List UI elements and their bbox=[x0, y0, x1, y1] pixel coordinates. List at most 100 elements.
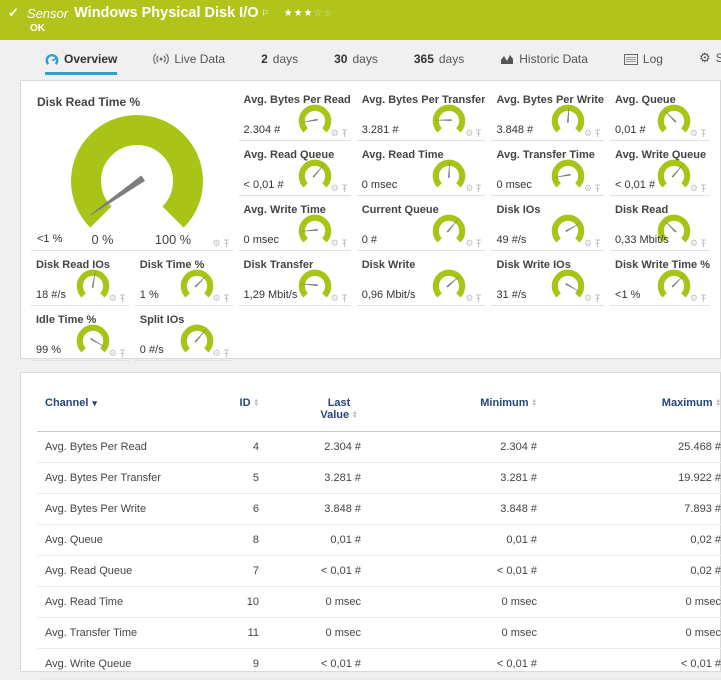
channel-gauge-tile[interactable]: Avg. Bytes Per Write 3.848 # ⚙ bbox=[491, 89, 605, 141]
channel-gauge-tile[interactable]: Disk IOs 49 #/s ⚙ bbox=[491, 199, 605, 251]
table-row[interactable]: Avg. Bytes Per Write 6 3.848 # 3.848 # 7… bbox=[37, 494, 721, 525]
channel-settings-icon[interactable]: ⚙ bbox=[583, 238, 593, 248]
pin-icon[interactable] bbox=[341, 129, 348, 138]
channel-gauge-tile[interactable]: Avg. Write Time 0 msec ⚙ bbox=[238, 199, 351, 251]
gauge-needle bbox=[447, 218, 459, 233]
pin-icon[interactable] bbox=[475, 294, 482, 303]
channel-gauge-tile[interactable]: Avg. Queue 0,01 # ⚙ bbox=[610, 89, 710, 141]
pin-icon[interactable] bbox=[700, 294, 707, 303]
pin-icon[interactable] bbox=[594, 129, 601, 138]
table-row[interactable]: Avg. Read Queue 7 < 0,01 # < 0,01 # 0,02… bbox=[37, 556, 721, 587]
channel-settings-icon[interactable]: ⚙ bbox=[212, 348, 221, 358]
channel-settings-icon[interactable]: ⚙ bbox=[212, 238, 221, 248]
channel-settings-icon[interactable]: ⚙ bbox=[689, 293, 698, 303]
pin-icon[interactable] bbox=[700, 239, 707, 248]
pin-icon[interactable] bbox=[119, 349, 126, 358]
column-header-id[interactable]: ID ▲ ▼ bbox=[239, 397, 259, 409]
gauge-needle bbox=[300, 228, 318, 232]
channel-settings-icon[interactable]: ⚙ bbox=[465, 238, 474, 248]
channel-gauge-tile[interactable]: Avg. Transfer Time 0 msec ⚙ bbox=[491, 144, 605, 196]
primary-gauge-tile[interactable]: Disk Read Time % 0 % 100 % <1 % ⚙ bbox=[31, 89, 233, 251]
pin-icon[interactable] bbox=[594, 239, 601, 248]
channel-settings-icon[interactable]: ⚙ bbox=[108, 348, 117, 358]
pin-icon[interactable] bbox=[594, 294, 601, 303]
pin-icon[interactable] bbox=[223, 349, 230, 358]
channel-gauge-tile[interactable]: Avg. Read Time 0 msec ⚙ bbox=[356, 144, 486, 196]
pin-icon[interactable] bbox=[341, 294, 348, 303]
sort-icon[interactable]: ▲ ▼ bbox=[253, 397, 259, 409]
gauge-value: 1 % bbox=[139, 289, 159, 301]
tab-30-days[interactable]: 30 days bbox=[334, 52, 378, 75]
tab-label: Historic Data bbox=[519, 52, 588, 66]
channel-settings-icon[interactable]: ⚙ bbox=[330, 183, 339, 193]
priority-stars[interactable]: ★★★☆☆ bbox=[283, 7, 334, 19]
channel-settings-icon[interactable]: ⚙ bbox=[689, 128, 698, 138]
column-header-last-value[interactable]: Last Value ▲ ▼ bbox=[320, 397, 358, 421]
channel-gauge-tile[interactable]: Disk Transfer 1,29 Mbit/s ⚙ bbox=[238, 254, 351, 306]
column-header-maximum[interactable]: Maximum ▲ ▼ bbox=[661, 397, 721, 409]
pin-icon[interactable] bbox=[475, 184, 482, 193]
table-row[interactable]: Avg. Write Queue 9 < 0,01 # < 0,01 # < 0… bbox=[37, 649, 721, 680]
channel-settings-icon[interactable]: ⚙ bbox=[465, 128, 474, 138]
tab-live-data[interactable]: Live Data bbox=[153, 52, 225, 75]
table-row[interactable]: Avg. Transfer Time 11 0 msec 0 msec 0 ms… bbox=[37, 618, 721, 649]
channel-settings-icon[interactable]: ⚙ bbox=[330, 293, 339, 303]
channel-gauge-tile[interactable]: Disk Write IOs 31 #/s ⚙ bbox=[491, 254, 605, 306]
tab-365-days[interactable]: 365 days bbox=[414, 52, 464, 75]
pin-icon[interactable] bbox=[223, 239, 230, 248]
pin-icon[interactable] bbox=[223, 294, 230, 303]
last-value-cell: < 0,01 # bbox=[320, 658, 361, 670]
channel-gauge-tile[interactable]: Disk Read IOs 18 #/s ⚙ bbox=[31, 254, 129, 306]
gauge-title: Avg. Bytes Per Write bbox=[496, 94, 605, 106]
pin-icon[interactable] bbox=[341, 184, 348, 193]
channel-settings-icon[interactable]: ⚙ bbox=[689, 183, 698, 193]
tab-log[interactable]: Log bbox=[623, 52, 663, 75]
tab-overview[interactable]: Overview bbox=[45, 52, 118, 75]
channel-settings-icon[interactable]: ⚙ bbox=[108, 293, 117, 303]
channel-settings-icon[interactable]: ⚙ bbox=[465, 293, 474, 303]
pin-icon[interactable] bbox=[594, 184, 601, 193]
tab-historic-data[interactable]: Historic Data bbox=[500, 52, 588, 75]
table-row[interactable]: Avg. Queue 8 0,01 # 0,01 # 0,02 # bbox=[37, 525, 721, 556]
pin-icon[interactable] bbox=[475, 129, 482, 138]
pin-icon[interactable] bbox=[119, 294, 126, 303]
channel-gauge-tile[interactable]: Idle Time % 99 % ⚙ bbox=[31, 309, 129, 361]
channel-gauge-tile[interactable]: Disk Read 0,33 Mbit/s ⚙ bbox=[610, 199, 710, 251]
channel-gauge-tile[interactable]: Disk Time % 1 % ⚙ bbox=[134, 254, 233, 306]
channel-gauge-tile[interactable]: Avg. Bytes Per Transfer 3.281 # ⚙ bbox=[356, 89, 486, 141]
channel-gauge-tile[interactable]: Avg. Read Queue < 0,01 # ⚙ bbox=[238, 144, 351, 196]
channel-gauge-tile[interactable]: Split IOs 0 #/s ⚙ bbox=[134, 309, 233, 361]
flag-icon[interactable]: ⚐ bbox=[261, 7, 270, 18]
gauge-title: Avg. Write Time bbox=[243, 204, 326, 216]
tab-settings[interactable]: ⚙ Settings bbox=[699, 50, 721, 75]
channel-settings-icon[interactable]: ⚙ bbox=[330, 128, 339, 138]
column-header-channel[interactable]: Channel ▾ bbox=[45, 397, 97, 409]
channel-settings-icon[interactable]: ⚙ bbox=[330, 238, 339, 248]
channel-settings-icon[interactable]: ⚙ bbox=[583, 183, 593, 193]
channel-settings-icon[interactable]: ⚙ bbox=[583, 128, 593, 138]
sort-icon[interactable]: ▲ ▼ bbox=[352, 409, 358, 421]
table-row[interactable]: Avg. Bytes Per Transfer 5 3.281 # 3.281 … bbox=[37, 463, 721, 494]
sort-icon[interactable]: ▲ ▼ bbox=[531, 397, 537, 409]
gauge-title: Disk Write Time % bbox=[615, 259, 710, 271]
tab-2-days[interactable]: 2 days bbox=[261, 52, 298, 75]
table-row[interactable]: Avg. Read Time 10 0 msec 0 msec 0 msec bbox=[37, 587, 721, 618]
channel-settings-icon[interactable]: ⚙ bbox=[212, 293, 221, 303]
last-value-cell: 3.281 # bbox=[324, 472, 361, 484]
pin-icon[interactable] bbox=[700, 129, 707, 138]
channel-gauge-tile[interactable]: Avg. Bytes Per Read 2.304 # ⚙ bbox=[238, 89, 351, 141]
channel-settings-icon[interactable]: ⚙ bbox=[583, 293, 593, 303]
column-header-minimum[interactable]: Minimum ▲ ▼ bbox=[480, 397, 537, 409]
channel-gauge-tile[interactable]: Disk Write Time % <1 % ⚙ bbox=[610, 254, 710, 306]
sort-icon[interactable]: ▲ ▼ bbox=[715, 397, 721, 409]
pin-icon[interactable] bbox=[475, 239, 482, 248]
channel-gauge-tile[interactable]: Avg. Write Queue < 0,01 # ⚙ bbox=[610, 144, 710, 196]
gauge-title: Disk Transfer bbox=[243, 259, 314, 271]
channel-gauge-tile[interactable]: Disk Write 0,96 Mbit/s ⚙ bbox=[356, 254, 486, 306]
pin-icon[interactable] bbox=[341, 239, 348, 248]
channel-gauge-tile[interactable]: Current Queue 0 # ⚙ bbox=[356, 199, 486, 251]
table-row[interactable]: Avg. Bytes Per Read 4 2.304 # 2.304 # 25… bbox=[37, 432, 721, 463]
channel-settings-icon[interactable]: ⚙ bbox=[465, 183, 474, 193]
pin-icon[interactable] bbox=[700, 184, 707, 193]
channel-settings-icon[interactable]: ⚙ bbox=[689, 238, 698, 248]
